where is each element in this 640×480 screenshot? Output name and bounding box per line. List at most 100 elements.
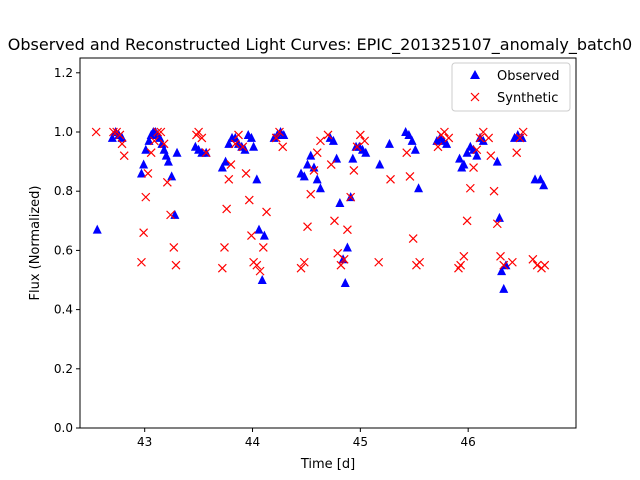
synthetic-point [402,148,412,158]
synthetic-point [171,260,181,270]
series-synthetic [91,127,550,276]
y-tick-label: 0.2 [54,362,73,376]
synthetic-point [303,222,312,232]
observed-point [501,260,511,270]
observed-point [414,183,424,193]
synthetic-point [244,195,254,205]
observed-point [497,266,507,276]
observed-point [407,135,417,145]
y-tick-label: 0.6 [54,243,73,257]
observed-point [442,138,452,148]
synthetic-point [141,192,151,202]
synthetic-point [330,216,339,226]
observed-point [259,230,269,240]
synthetic-point [262,207,271,217]
synthetic-point [496,251,505,261]
legend-observed-marker [470,70,480,79]
observed-point [306,150,316,160]
observed-point [221,156,231,166]
observed-point [167,171,177,181]
observed-point [217,162,227,172]
synthetic-point [342,225,352,235]
observed-point [163,156,173,166]
x-tick-label: 44 [245,435,260,449]
synthetic-point [512,148,522,158]
observed-point [252,174,262,184]
observed-point [303,159,313,169]
y-tick-label: 0.8 [54,184,73,198]
observed-point [279,129,289,139]
synthetic-point [278,142,288,152]
synthetic-point [386,174,395,184]
synthetic-point [143,169,153,178]
synthetic-point [326,160,336,169]
observed-point [328,135,338,145]
observed-point [539,180,549,190]
synthetic-point [489,186,499,196]
observed-point [361,147,371,157]
synthetic-point [472,145,482,155]
synthetic-point [275,127,284,137]
synthetic-point [241,169,251,178]
synthetic-point [162,177,172,187]
observed-point [348,153,358,163]
synthetic-point [336,260,346,270]
legend-synthetic-label: Synthetic [497,91,558,106]
synthetic-point [258,243,268,252]
observed-point [342,242,352,252]
observed-point [139,159,149,169]
observed-point [517,132,527,142]
synthetic-point [217,263,227,273]
observed-point [494,212,504,222]
observed-point [384,138,394,148]
data-marks [91,127,550,293]
observed-point [299,171,309,181]
observed-point [107,132,117,142]
synthetic-point [139,228,149,238]
synthetic-point [360,136,370,146]
observed-point [472,150,482,160]
synthetic-point [492,219,502,229]
y-tick-label: 0.4 [54,303,73,317]
synthetic-point [405,171,415,181]
synthetic-point [456,260,466,270]
synthetic-point [339,254,349,264]
observed-point [312,174,322,184]
synthetic-point [499,260,509,270]
x-tick-label: 46 [461,435,476,449]
legend-synthetic-marker [470,92,480,102]
synthetic-point [169,243,179,252]
y-tick-label: 0.0 [54,421,73,435]
synthetic-point [299,257,309,267]
observed-point [254,224,264,234]
synthetic-point [355,130,365,140]
synthetic-point [115,130,125,140]
x-tick-label: 45 [353,435,368,449]
synthetic-point [153,127,163,137]
synthetic-point [462,216,472,226]
synthetic-point [323,130,333,140]
synthetic-point [444,133,454,143]
synthetic-point [346,192,356,202]
synthetic-point [194,127,204,137]
synthetic-point [224,174,234,184]
synthetic-point [349,166,359,175]
synthetic-point [309,166,319,175]
synthetic-point [316,136,325,146]
synthetic-point [220,243,229,252]
synthetic-point [540,260,550,270]
observed-point [141,144,151,154]
synthetic-point [528,254,538,264]
synthetic-point [238,142,248,152]
chart-title: Observed and Reconstructed Light Curves:… [8,35,632,55]
synthetic-point [306,189,316,199]
x-tick-label: 43 [137,435,152,449]
axes-frame [79,57,577,429]
synthetic-point [459,251,469,261]
synthetic-point [469,163,478,172]
synthetic-point [465,183,475,193]
synthetic-point [119,151,129,161]
synthetic-point [515,133,525,143]
legend-observed-label: Observed [497,69,560,84]
